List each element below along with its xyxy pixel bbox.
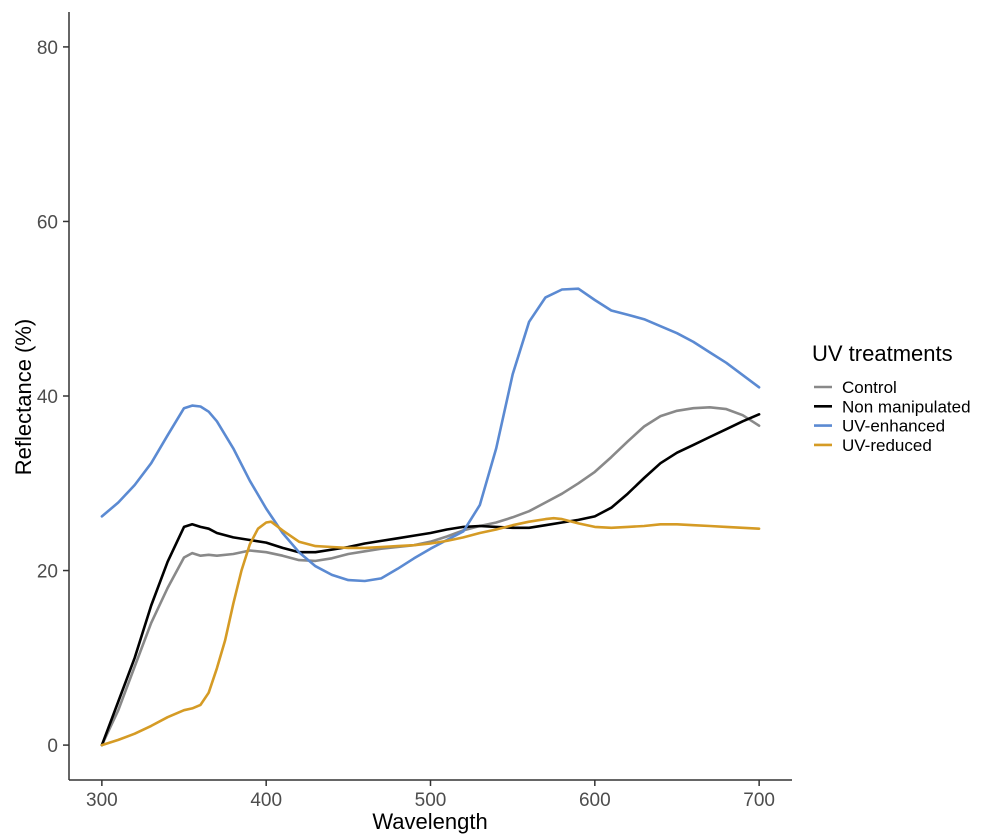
x-tick-label: 700 bbox=[743, 790, 775, 811]
legend-label-uv-enhanced: UV-enhanced bbox=[842, 417, 945, 436]
y-tick-label: 80 bbox=[37, 38, 58, 59]
legend-title: UV treatments bbox=[812, 341, 953, 366]
x-tick-label: 500 bbox=[415, 790, 447, 811]
x-tick-label: 400 bbox=[250, 790, 282, 811]
y-tick-label: 40 bbox=[37, 387, 58, 408]
series-line-uv-reduced bbox=[100, 516, 761, 747]
x-tick-label: 600 bbox=[579, 790, 611, 811]
x-tick-label: 300 bbox=[86, 790, 118, 811]
x-ticks: 300 400 500 600 700 bbox=[86, 780, 775, 811]
y-axis-title: Reflectance (%) bbox=[11, 319, 36, 476]
y-tick-label: 0 bbox=[47, 736, 58, 757]
legend-label-non-manipulated: Non manipulated bbox=[842, 397, 971, 416]
x-axis-title: Wavelength bbox=[372, 809, 487, 834]
y-tick-label: 60 bbox=[37, 212, 58, 233]
series-line-non-manipulated bbox=[100, 412, 761, 747]
y-tick-label: 20 bbox=[37, 562, 58, 583]
series-line-uv-enhanced bbox=[100, 287, 761, 583]
legend-label-control: Control bbox=[842, 378, 897, 397]
y-ticks: 0 20 40 60 80 bbox=[37, 38, 69, 757]
legend-label-uv-reduced: UV-reduced bbox=[842, 436, 932, 455]
series-line-control bbox=[100, 405, 761, 747]
plot-lines bbox=[100, 287, 761, 747]
